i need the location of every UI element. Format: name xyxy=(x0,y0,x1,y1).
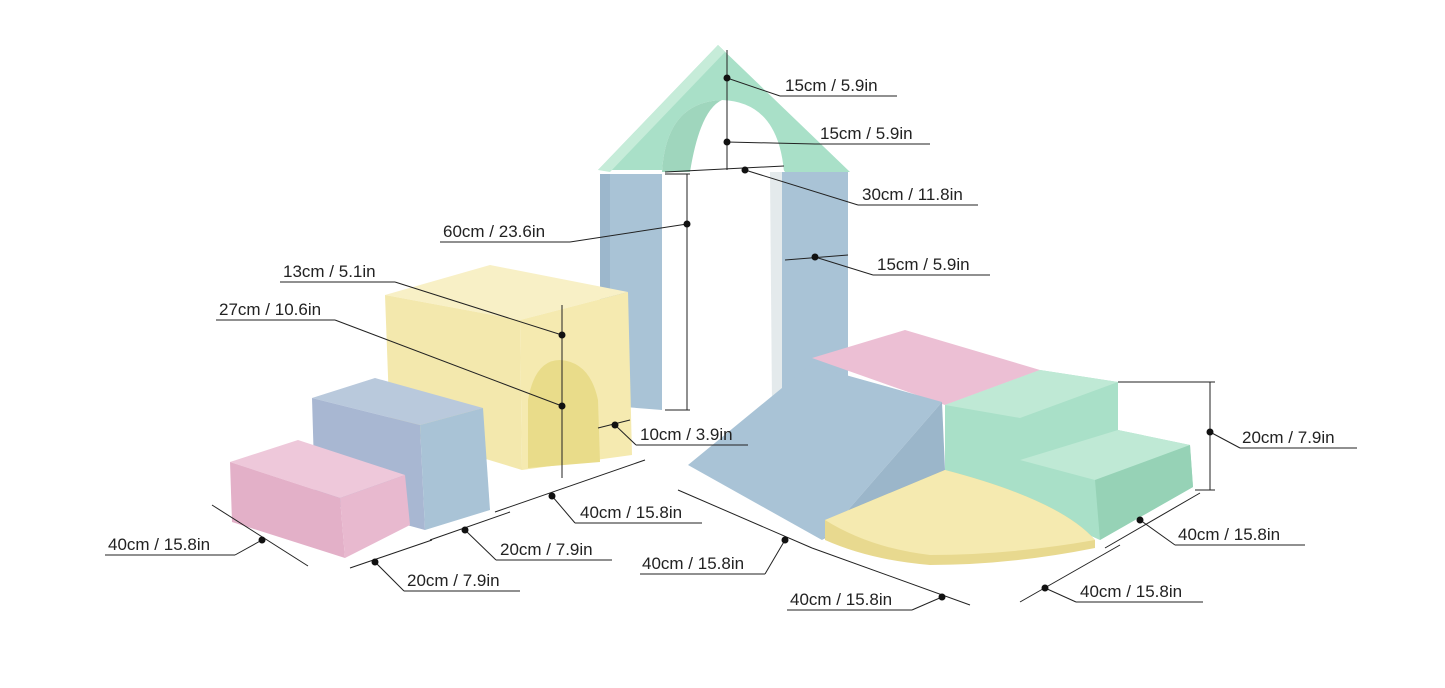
label-quarter-circle-width: 40cm / 15.8in xyxy=(790,590,892,609)
pink-block xyxy=(230,440,410,558)
label-pillar-height: 60cm / 23.6in xyxy=(443,222,545,241)
label-tunnel-opening-height: 27cm / 10.6in xyxy=(219,300,321,319)
pink-square-mat xyxy=(812,330,1040,405)
right-pillar xyxy=(770,172,848,410)
dimension-lines xyxy=(105,50,1357,611)
label-pillar-depth: 15cm / 5.9in xyxy=(877,255,970,274)
dimension-dots xyxy=(258,74,1214,601)
label-stairs-depth: 40cm / 15.8in xyxy=(1178,525,1280,544)
roof-triangle xyxy=(598,45,850,172)
label-blue-block-width: 20cm / 7.9in xyxy=(500,540,593,559)
label-pink-block-length: 40cm / 15.8in xyxy=(108,535,210,554)
label-tunnel-depth: 40cm / 15.8in xyxy=(580,503,682,522)
label-tunnel-wall-thickness: 10cm / 3.9in xyxy=(640,425,733,444)
label-ramp-length: 40cm / 15.8in xyxy=(642,554,744,573)
label-stairs-height: 20cm / 7.9in xyxy=(1242,428,1335,447)
label-roof-top-height: 15cm / 5.9in xyxy=(785,76,878,95)
label-pink-block-width: 20cm / 7.9in xyxy=(407,571,500,590)
dimension-labels: 15cm / 5.9in 15cm / 5.9in 30cm / 11.8in … xyxy=(108,76,1335,609)
yellow-quarter-circle xyxy=(825,470,1095,565)
label-tunnel-top-height: 13cm / 5.1in xyxy=(283,262,376,281)
label-stairs-width: 40cm / 15.8in xyxy=(1080,582,1182,601)
label-arch-width: 30cm / 11.8in xyxy=(862,185,963,204)
blue-ramp xyxy=(688,365,945,540)
label-roof-arch-height: 15cm / 5.9in xyxy=(820,124,913,143)
